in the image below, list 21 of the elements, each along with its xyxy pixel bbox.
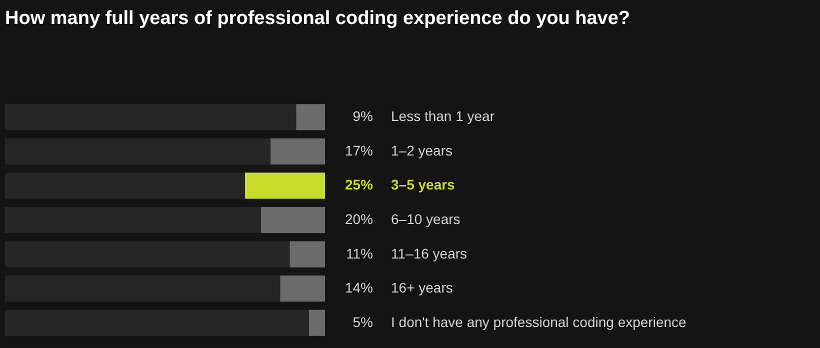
y-tick-label: Less than 1 year: [391, 108, 495, 124]
bar: [296, 104, 325, 130]
y-tick-label: 3–5 years: [391, 176, 456, 193]
bar: [261, 206, 325, 234]
y-tick-label: 1–2 years: [391, 142, 452, 158]
bar: [280, 276, 325, 302]
y-tick-label: 11–16 years: [391, 245, 468, 262]
chart-title: How many full years of professional coding experience do you have?: [5, 8, 630, 29]
data-label: 17%: [344, 142, 373, 158]
data-label: 14%: [344, 280, 373, 296]
bar: [290, 241, 325, 268]
bar: [309, 310, 325, 336]
bar: [270, 138, 325, 164]
y-tick-label: 6–10 years: [391, 211, 460, 227]
data-label: 20%: [344, 211, 373, 227]
y-tick-label: I don't have any professional coding experience: [391, 314, 687, 330]
data-label: 11%: [346, 245, 373, 262]
data-label: 9%: [352, 108, 373, 124]
y-tick-label: 16+ years: [391, 280, 453, 296]
data-label: 5%: [352, 314, 373, 330]
data-label: 25%: [344, 176, 374, 193]
